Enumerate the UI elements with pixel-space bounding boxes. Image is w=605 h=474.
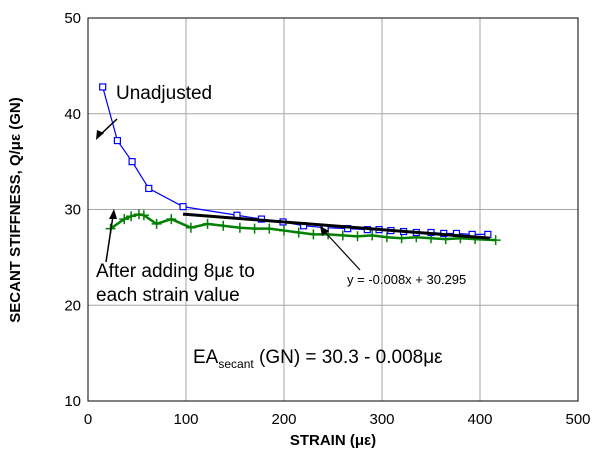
trend-equation: y = -0.008x + 30.295 xyxy=(347,272,466,287)
adjusted-point xyxy=(490,235,501,246)
ea-secant-equation: EAsecant (GN) = 30.3 - 0.008με xyxy=(193,347,443,371)
adjusted-point xyxy=(264,223,275,234)
unadjusted-leader-arrow xyxy=(99,118,118,136)
x-tick-label: 400 xyxy=(467,411,492,428)
adjusted-point xyxy=(166,214,177,225)
linear-fit-line xyxy=(182,212,490,240)
ea-prefix: EA xyxy=(193,347,219,368)
ea-subscript: secant xyxy=(218,357,254,371)
unadjusted-point xyxy=(113,136,122,145)
adjusted-series-line xyxy=(109,213,496,242)
adjusted-point xyxy=(308,229,319,240)
unadjusted-label: Unadjusted xyxy=(116,83,212,104)
x-tick-label: 500 xyxy=(565,411,590,428)
y-axis-title: SECANT STIFFNESS, Q/με (GN) xyxy=(7,97,24,322)
x-tick-label: 0 xyxy=(84,411,92,428)
adjusted-point xyxy=(133,209,144,220)
y-tick-label: 30 xyxy=(64,202,81,219)
adjusted-point xyxy=(249,223,260,234)
trend-arrowhead xyxy=(320,226,329,236)
plot-border xyxy=(87,17,579,402)
x-tick-label: 300 xyxy=(369,411,394,428)
trend-leader-arrow xyxy=(324,231,361,271)
adjusted-arrowhead xyxy=(109,209,117,219)
y-tick-label: 10 xyxy=(64,393,81,410)
x-tick-label: 100 xyxy=(173,411,198,428)
y-tick-label: 40 xyxy=(64,106,81,123)
unadjusted-point xyxy=(179,203,187,211)
x-tick-label: 200 xyxy=(271,411,296,428)
ea-suffix: (GN) = 30.3 - 0.008με xyxy=(254,347,443,368)
x-tick-labels: 0 100 200 300 400 500 xyxy=(84,411,591,428)
adjusted-point xyxy=(234,222,245,233)
y-tick-label: 20 xyxy=(64,297,81,314)
adjusted-point xyxy=(185,222,196,233)
adjusted-point xyxy=(138,210,149,221)
gridlines xyxy=(88,18,578,401)
adjusted-point xyxy=(126,211,137,222)
adjusted-point xyxy=(119,214,130,225)
unadjusted-point xyxy=(145,184,153,193)
adjusted-point xyxy=(367,230,378,241)
adjusted-label-line1: After adding 8με to xyxy=(96,261,255,282)
adjusted-point xyxy=(218,220,229,231)
x-axis-title: STRAIN (με) xyxy=(290,432,376,449)
adjusted-leader-arrow xyxy=(105,215,114,263)
adjusted-point xyxy=(381,232,392,243)
unadjusted-point xyxy=(128,158,136,166)
adjusted-point xyxy=(279,225,289,236)
unadjusted-point xyxy=(99,83,107,91)
adjusted-point xyxy=(151,218,162,229)
y-tick-label: 50 xyxy=(64,10,81,27)
unadjusted-arrowhead xyxy=(96,130,104,140)
adjusted-point xyxy=(337,230,348,241)
y-tick-labels: 10 20 30 40 50 xyxy=(64,10,81,410)
adjusted-point xyxy=(352,231,363,242)
trendline xyxy=(182,212,490,240)
adjusted-label-line2: each strain value xyxy=(96,285,240,306)
adjusted-point xyxy=(293,227,304,238)
adjusted-point xyxy=(202,218,213,229)
